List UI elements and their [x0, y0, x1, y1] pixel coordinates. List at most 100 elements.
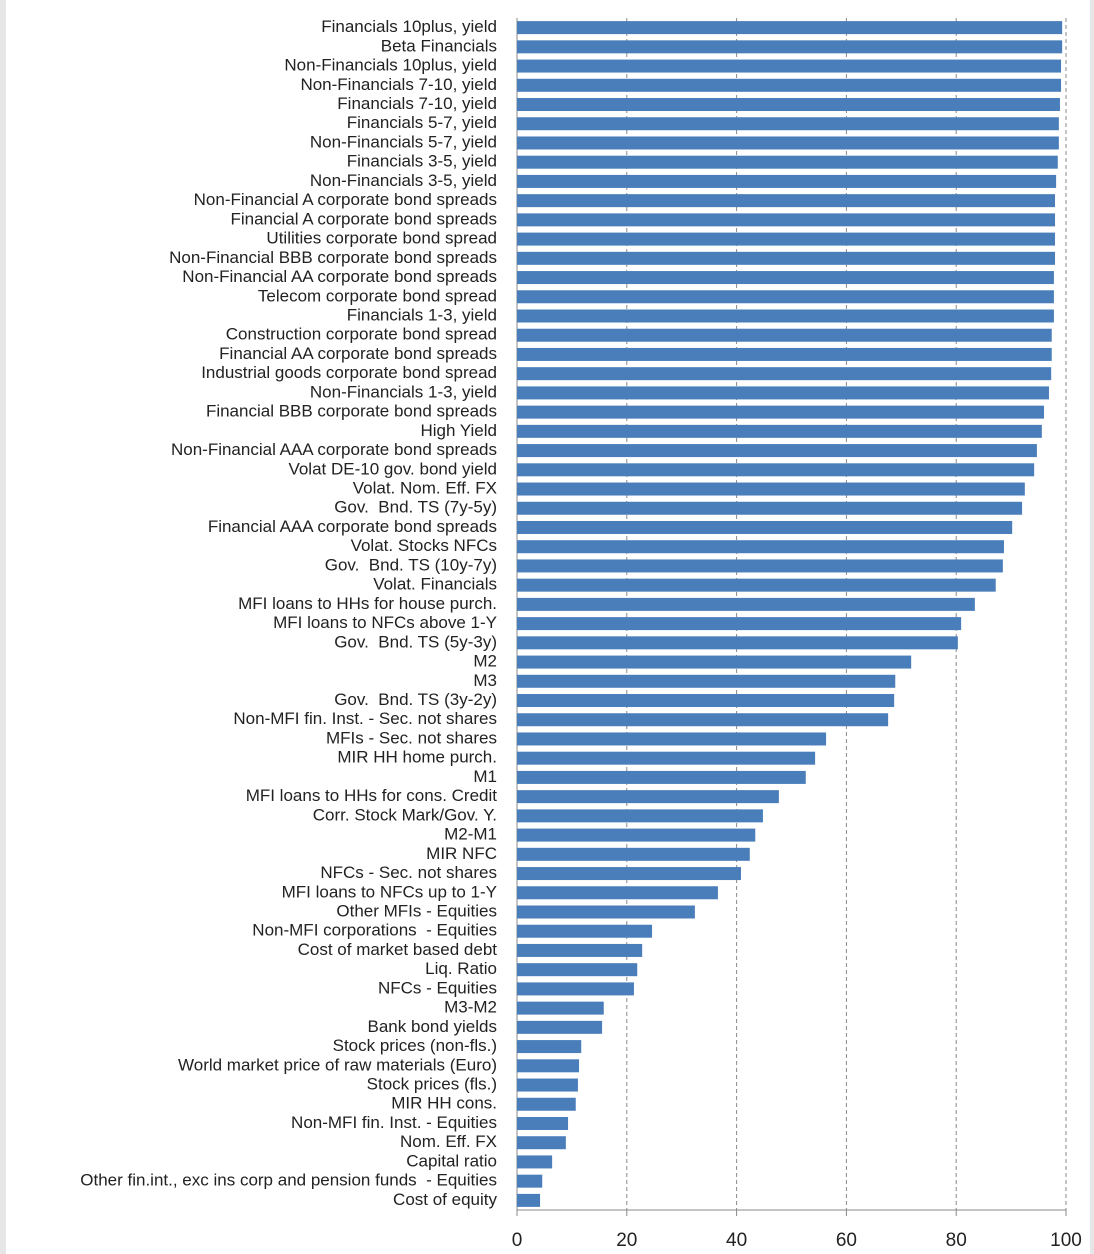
y-tick-label: Financials 1-3, yield — [347, 305, 497, 324]
bar — [517, 194, 1056, 208]
y-tick-label: NFCs - Sec. not shares — [320, 863, 497, 882]
bar — [517, 271, 1054, 285]
bar — [517, 540, 1004, 554]
bar — [517, 21, 1063, 35]
bar — [517, 520, 1013, 534]
y-tick-label: Non-Financials 5-7, yield — [310, 132, 497, 151]
y-tick-label: Bank bond yields — [368, 1017, 497, 1036]
y-tick-label: Non-Financial BBB corporate bond spreads — [169, 248, 497, 267]
bar — [517, 597, 975, 611]
bar — [517, 1020, 603, 1034]
y-tick-label: Financials 3-5, yield — [347, 152, 497, 171]
bar — [517, 59, 1062, 73]
bar — [517, 943, 643, 957]
bar — [517, 155, 1058, 169]
y-tick-label: Gov. Bnd. TS (3y-2y) — [334, 690, 497, 709]
y-tick-label: Financial A corporate bond spreads — [230, 209, 497, 228]
bar — [517, 232, 1056, 246]
y-tick-label: Non-Financials 7-10, yield — [300, 75, 497, 94]
bar — [517, 174, 1057, 188]
x-tick-label: 80 — [946, 1230, 967, 1251]
y-tick-label: Non-MFI corporations - Equities — [252, 921, 497, 940]
y-tick-label: Financial AAA corporate bond spreads — [208, 517, 497, 536]
page-edge — [0, 0, 6, 1254]
bar — [517, 905, 695, 919]
y-tick-label: Other fin.int., exc ins corp and pension… — [80, 1171, 497, 1190]
bar — [517, 309, 1054, 323]
y-tick-label: MIR HH home purch. — [337, 748, 497, 767]
page-edge — [1090, 0, 1094, 1254]
bar — [517, 347, 1052, 361]
y-tick-label: Non-Financials 10plus, yield — [284, 56, 497, 75]
bar — [517, 1155, 553, 1169]
y-tick-label: Telecom corporate bond spread — [258, 286, 497, 305]
bar — [517, 501, 1023, 515]
bar — [517, 809, 763, 823]
y-tick-label: M1 — [473, 767, 497, 786]
bar — [517, 463, 1035, 477]
bar — [517, 617, 962, 631]
bar — [517, 1136, 566, 1150]
y-tick-label: MIR HH cons. — [391, 1094, 497, 1113]
y-tick-label: Construction corporate bond spread — [226, 325, 497, 344]
x-tick-label: 60 — [836, 1230, 857, 1251]
y-tick-label: Non-Financials 1-3, yield — [310, 382, 497, 401]
x-tick-label: 100 — [1050, 1230, 1082, 1251]
y-tick-label: Other MFIs - Equities — [336, 901, 497, 920]
y-tick-label: Corr. Stock Mark/Gov. Y. — [313, 805, 497, 824]
bar — [517, 636, 958, 650]
bar — [517, 40, 1063, 54]
y-tick-label: World market price of raw materials (Eur… — [178, 1055, 497, 1074]
bar — [517, 924, 653, 938]
bar — [517, 405, 1045, 419]
bar — [517, 444, 1037, 458]
y-tick-label: Financials 10plus, yield — [321, 17, 497, 36]
bar — [517, 867, 741, 881]
bar — [517, 251, 1056, 265]
bar — [517, 674, 896, 688]
x-tick-label: 20 — [616, 1230, 637, 1251]
bar — [517, 1040, 582, 1054]
y-tick-label: Non-Financial AAA corporate bond spreads — [171, 440, 497, 459]
y-tick-label: Volat DE-10 gov. bond yield — [288, 459, 497, 478]
y-tick-label: Gov. Bnd. TS (5y-3y) — [334, 632, 497, 651]
y-tick-label: NFCs - Equities — [378, 978, 497, 997]
bar — [517, 770, 806, 784]
y-tick-label: Volat. Stocks NFCs — [351, 536, 497, 555]
bar — [517, 424, 1042, 438]
y-tick-label: Non-Financial A corporate bond spreads — [194, 190, 497, 209]
y-tick-label: Volat. Financials — [373, 575, 497, 594]
bar — [517, 694, 895, 708]
y-tick-label: Non-Financials 3-5, yield — [310, 171, 497, 190]
bar — [517, 136, 1059, 150]
bar — [517, 98, 1060, 112]
y-tick-label: Gov. Bnd. TS (10y-7y) — [325, 555, 497, 574]
bar — [517, 578, 996, 592]
bar — [517, 847, 750, 861]
bar — [517, 482, 1025, 496]
y-tick-label: Financial BBB corporate bond spreads — [206, 402, 497, 421]
y-tick-label: Non-Financial AA corporate bond spreads — [182, 267, 497, 286]
bar — [517, 78, 1062, 92]
bar — [517, 559, 1003, 573]
y-tick-label: Non-MFI fin. Inst. - Sec. not shares — [233, 709, 497, 728]
y-tick-label: Non-MFI fin. Inst. - Equities — [291, 1113, 497, 1132]
bar — [517, 963, 638, 977]
y-tick-label: MIR NFC — [426, 844, 497, 863]
y-tick-label: Gov. Bnd. TS (7y-5y) — [334, 498, 497, 517]
y-tick-label: MFI loans to HHs for cons. Credit — [246, 786, 498, 805]
y-tick-label: Nom. Eff. FX — [400, 1132, 497, 1151]
y-tick-label: Stock prices (fls.) — [367, 1075, 497, 1094]
y-tick-label: MFI loans to NFCs above 1-Y — [273, 613, 497, 632]
bar — [517, 982, 634, 996]
bar — [517, 367, 1052, 381]
y-tick-label: Industrial goods corporate bond spread — [201, 363, 497, 382]
y-tick-label: MFI loans to NFCs up to 1-Y — [282, 882, 497, 901]
bar — [517, 1193, 541, 1207]
y-tick-label: High Yield — [420, 421, 497, 440]
bar — [517, 655, 912, 669]
y-tick-label: Capital ratio — [406, 1151, 497, 1170]
bar — [517, 213, 1056, 227]
y-tick-label: Financials 7-10, yield — [337, 94, 497, 113]
